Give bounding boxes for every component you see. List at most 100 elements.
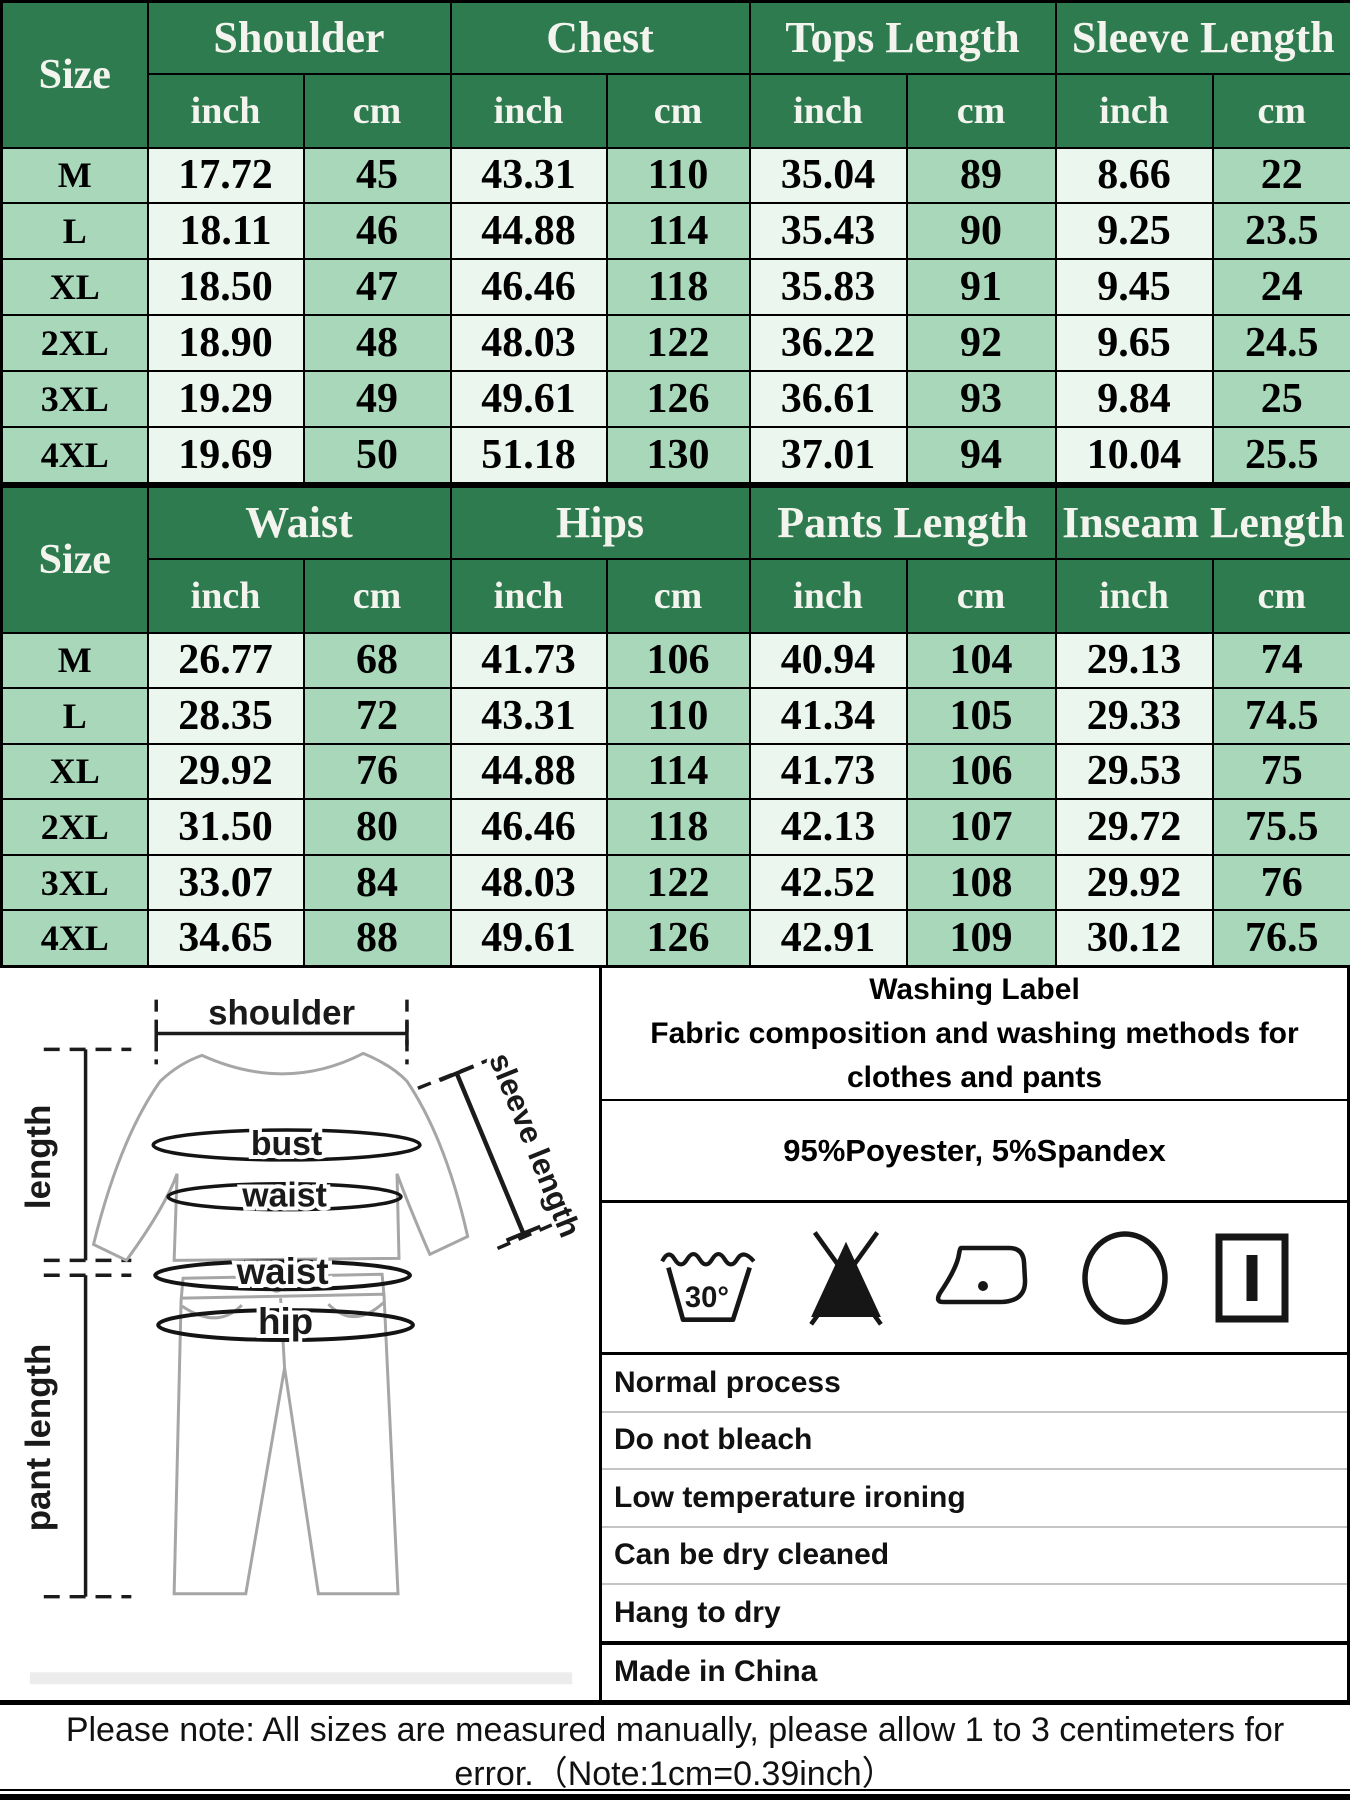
value-cell: 18.11 <box>146 202 305 261</box>
hip-ellipse <box>156 1308 415 1342</box>
value-cell: 17.72 <box>146 146 305 205</box>
value-cell: 42.91 <box>748 909 908 968</box>
bust-label: bust <box>251 1125 322 1163</box>
value-cell: 22 <box>1211 146 1350 205</box>
value-cell: 37.01 <box>748 426 908 485</box>
bottoms-size-table: Size Waist Hips Pants Length Inseam Leng… <box>0 485 1350 968</box>
waist-top-label: waist <box>241 1177 327 1215</box>
value-cell: 29.92 <box>146 742 305 801</box>
unit-header-cm: cm <box>905 72 1057 149</box>
value-cell: 47 <box>302 258 452 317</box>
value-cell: 114 <box>605 742 751 801</box>
washing-label-subtitle-line1: Fabric composition and washing methods f… <box>650 1016 1299 1050</box>
sleeve-length-label: sleeve length <box>482 1048 588 1242</box>
unit-header-cm: cm <box>1211 72 1350 149</box>
value-cell: 94 <box>905 426 1057 485</box>
value-cell: 75 <box>1211 742 1350 801</box>
value-cell: 110 <box>605 146 751 205</box>
bottom-section: shoulder length bust waist sleeve length… <box>0 968 1350 1700</box>
table-row: 4XL 34.65 88 49.61 126 42.91 109 30.12 7… <box>0 909 1350 968</box>
value-cell: 80 <box>302 798 452 856</box>
value-cell: 93 <box>905 370 1057 429</box>
pant-length-measure-lines <box>43 1275 132 1599</box>
iron-low-temp-icon <box>936 1245 1028 1304</box>
value-cell: 68 <box>302 631 452 690</box>
value-cell: 42.52 <box>748 853 908 912</box>
value-cell: 49 <box>302 370 452 429</box>
size-cell: 2XL <box>0 798 149 856</box>
value-cell: 84 <box>302 853 452 912</box>
unit-header-cm: cm <box>605 72 751 149</box>
tops-group-header-row: Size Shoulder Chest Tops Length Sleeve L… <box>0 0 1350 149</box>
tops-unit-header-row: inch cm inch cm inch cm inch cm <box>2 72 1350 149</box>
unit-header-cm: cm <box>302 72 452 149</box>
value-cell: 10.04 <box>1054 426 1214 485</box>
value-cell: 126 <box>605 909 751 968</box>
unit-header-inch: inch <box>748 557 908 634</box>
value-cell: 29.72 <box>1054 798 1214 856</box>
care-item-made-in-china: Made in China <box>614 1655 818 1689</box>
value-cell: 29.13 <box>1054 631 1214 690</box>
value-cell: 48.03 <box>449 853 608 912</box>
waist-bottom-label: waist <box>236 1251 329 1292</box>
value-cell: 105 <box>905 687 1057 745</box>
value-cell: 76 <box>302 742 452 801</box>
value-cell: 46.46 <box>449 798 608 856</box>
size-cell: L <box>0 687 149 745</box>
value-cell: 36.22 <box>748 314 908 373</box>
waist-bottom-ellipse <box>153 1259 412 1292</box>
value-cell: 29.53 <box>1054 742 1214 801</box>
value-cell: 110 <box>605 687 751 745</box>
machine-wash-30-icon: 30° <box>660 1251 756 1322</box>
value-cell: 109 <box>905 909 1057 968</box>
value-cell: 42.13 <box>748 798 908 856</box>
dry-clean-circle-icon <box>1082 1230 1169 1325</box>
garment-diagram-svg: shoulder length bust waist sleeve length… <box>15 990 592 1685</box>
washing-label-subtitle-line2: clothes and pants <box>846 1060 1103 1094</box>
value-cell: 9.65 <box>1054 314 1214 373</box>
unit-header-cm: cm <box>302 557 452 634</box>
value-cell: 88 <box>302 909 452 968</box>
value-cell: 48.03 <box>449 314 608 373</box>
value-cell: 33.07 <box>146 853 305 912</box>
sleeve-measure-lines <box>417 1052 558 1251</box>
unit-header-inch: inch <box>146 557 305 634</box>
value-cell: 40.94 <box>748 631 908 690</box>
bottoms-unit-header-row: inch cm inch cm inch cm inch cm <box>2 557 1350 634</box>
value-cell: 41.73 <box>748 742 908 801</box>
value-cell: 74 <box>1211 631 1350 690</box>
unit-header-inch: inch <box>449 72 608 149</box>
tops-header-shoulder: Shoulder <box>146 0 452 75</box>
bust-ellipse <box>151 1128 422 1162</box>
value-cell: 45 <box>302 146 452 205</box>
tops-header-tops-length: Tops Length <box>748 0 1057 75</box>
value-cell: 24 <box>1211 258 1350 317</box>
value-cell: 46 <box>302 202 452 261</box>
tops-size-table: Size Shoulder Chest Tops Length Sleeve L… <box>0 0 1350 485</box>
value-cell: 18.50 <box>146 258 305 317</box>
care-item-normal-process: Normal process <box>602 1355 1347 1413</box>
value-cell: 35.83 <box>748 258 908 317</box>
washing-label-header: Washing Label Fabric composition and was… <box>602 968 1347 1101</box>
value-cell: 46.46 <box>449 258 608 317</box>
footnote: Please note: All sizes are measured manu… <box>0 1700 1350 1793</box>
value-cell: 126 <box>605 370 751 429</box>
value-cell: 26.77 <box>146 631 305 690</box>
tops-size-corner-header: Size <box>0 0 149 149</box>
unit-header-inch: inch <box>146 72 305 149</box>
bottoms-header-pants-length: Pants Length <box>748 485 1057 560</box>
table-row: 4XL 19.69 50 51.18 130 37.01 94 10.04 25… <box>0 426 1350 485</box>
value-cell: 30.12 <box>1054 909 1214 968</box>
measurement-diagram: shoulder length bust waist sleeve length… <box>0 968 602 1700</box>
bottoms-header-hips: Hips <box>449 485 751 560</box>
hip-label: hip <box>258 1301 313 1342</box>
unit-header-inch: inch <box>449 557 608 634</box>
unit-header-cm: cm <box>605 557 751 634</box>
value-cell: 41.34 <box>748 687 908 745</box>
value-cell: 89 <box>905 146 1057 205</box>
size-cell: 2XL <box>0 314 149 373</box>
value-cell: 91 <box>905 258 1057 317</box>
unit-header-inch: inch <box>1054 72 1214 149</box>
value-cell: 24.5 <box>1211 314 1350 373</box>
size-cell: 4XL <box>0 426 149 485</box>
